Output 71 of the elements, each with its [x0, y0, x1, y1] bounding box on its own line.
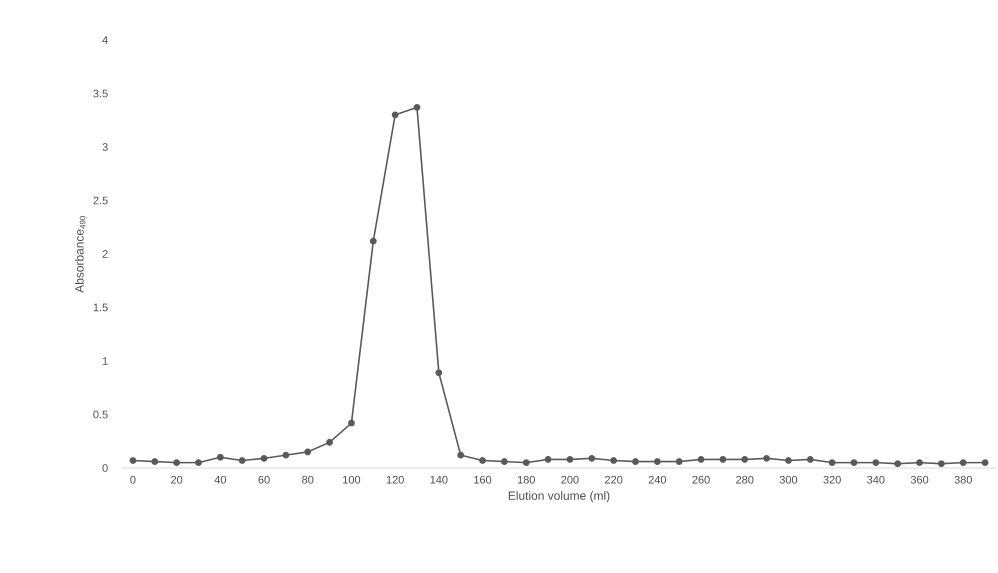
x-tick-label: 100 — [343, 476, 360, 484]
x-tick-label: 260 — [692, 476, 710, 484]
y-tick-label: 1.5 — [94, 304, 108, 312]
y-tick-label: 1 — [102, 357, 108, 365]
x-tick-label: 0 — [130, 476, 136, 484]
point — [304, 448, 312, 456]
point — [982, 459, 988, 466]
x-tick-label: 220 — [605, 476, 622, 484]
point — [632, 458, 639, 465]
point — [828, 459, 836, 466]
point — [173, 459, 180, 466]
x-tick-label: 240 — [648, 476, 666, 484]
x-tick-label: 40 — [214, 476, 226, 484]
point — [370, 238, 377, 245]
point — [479, 457, 486, 464]
y-tick-label: 4 — [102, 36, 108, 44]
point — [238, 457, 246, 464]
point — [938, 460, 945, 468]
y-tick-label: 0 — [102, 464, 108, 472]
x-tick-label: 300 — [780, 476, 798, 484]
point — [785, 457, 792, 464]
point — [348, 420, 355, 426]
x-tick-label: 180 — [518, 476, 535, 484]
x-tick-label: 200 — [561, 476, 579, 484]
x-tick-label: 80 — [302, 476, 314, 484]
x-axis-title: Elution volume (ml) — [508, 491, 610, 502]
point — [544, 456, 552, 463]
x-tick-label: 280 — [736, 476, 754, 484]
point — [698, 456, 704, 463]
point — [654, 458, 661, 465]
y-tick-label: 2 — [102, 250, 108, 258]
point — [326, 438, 333, 446]
point — [850, 459, 858, 466]
point — [894, 460, 902, 468]
y-tick-label: 2.5 — [93, 196, 108, 204]
x-tick-label: 320 — [823, 476, 841, 484]
point — [151, 458, 158, 465]
x-tick-label: 20 — [171, 476, 182, 484]
point — [719, 456, 726, 463]
point — [763, 454, 770, 462]
point — [588, 454, 596, 462]
point — [500, 458, 508, 465]
point — [392, 111, 399, 118]
y-tick-label: 3.5 — [93, 90, 108, 98]
point — [130, 457, 136, 464]
y-tick-label: 0.5 — [93, 410, 108, 418]
point — [435, 369, 442, 376]
point — [916, 459, 923, 466]
point — [610, 457, 618, 464]
point — [566, 456, 574, 463]
x-tick-label: 160 — [474, 476, 492, 484]
point — [414, 104, 420, 111]
point — [806, 456, 814, 463]
x-tick-label: 380 — [954, 476, 972, 484]
point — [195, 459, 202, 466]
point — [960, 459, 967, 466]
x-tick-label: 340 — [867, 476, 885, 484]
point — [676, 458, 683, 465]
point — [216, 454, 224, 461]
x-tick-label: 360 — [910, 476, 928, 484]
x-tick-label: 60 — [258, 476, 270, 484]
point — [522, 459, 530, 466]
x-tick-label: 140 — [430, 476, 448, 484]
point — [260, 454, 268, 462]
point — [457, 452, 464, 459]
point — [872, 459, 880, 466]
point — [741, 456, 748, 463]
x-tick-label: 120 — [386, 476, 404, 484]
point — [282, 452, 290, 459]
y-axis-title: Absorbance$_{490}$ — [74, 216, 86, 293]
y-tick-label: 3 — [102, 143, 108, 151]
